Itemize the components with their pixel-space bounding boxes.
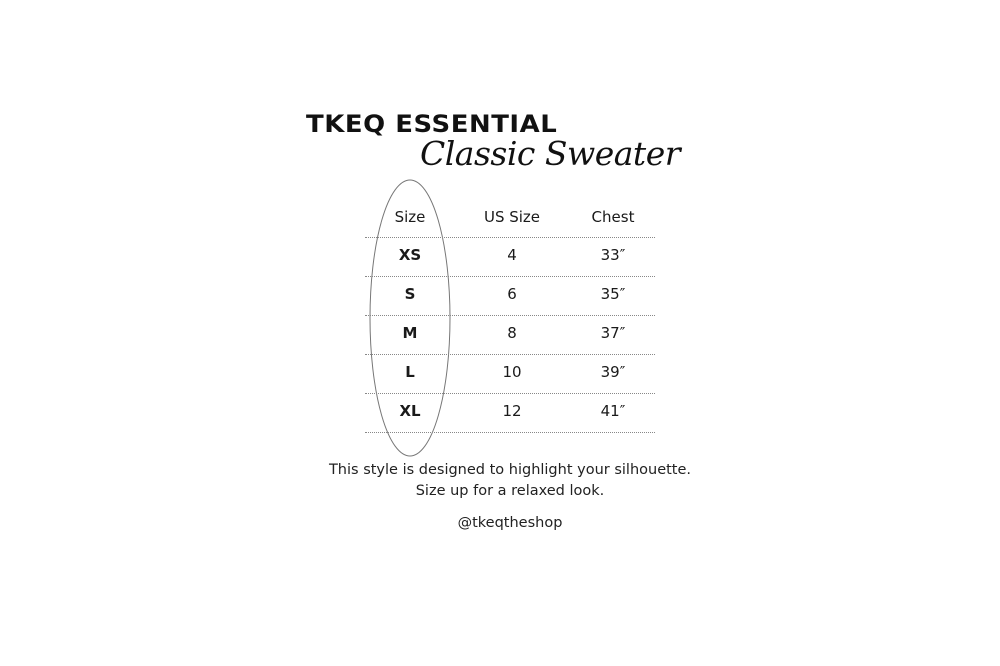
row-divider [365, 276, 655, 277]
row-divider [365, 354, 655, 355]
fit-advice: Size up for a relaxed look. [415, 483, 605, 499]
brand-title: TKEQ ESSENTIAL [306, 110, 558, 138]
table-cell: L [405, 363, 415, 381]
table-cell: XL [399, 402, 421, 420]
table-cell: XS [398, 246, 422, 264]
row-divider [365, 432, 655, 433]
column-header: Chest [591, 208, 635, 226]
column-header: Size [394, 208, 426, 226]
fit-note: This style is designed to highlight your… [328, 462, 692, 478]
table-cell: 12 [502, 402, 522, 420]
table-cell: 10 [502, 363, 522, 381]
shop-handle: @tkeqtheshop [457, 515, 563, 531]
product-title: Classic Sweater [420, 134, 681, 173]
table-cell: 8 [507, 324, 517, 342]
row-divider [365, 393, 655, 394]
table-cell: 35″ [600, 285, 626, 303]
row-divider [365, 237, 655, 238]
table-cell: 33″ [600, 246, 626, 264]
table-cell: S [404, 285, 416, 303]
table-cell: 41″ [600, 402, 626, 420]
table-cell: 4 [507, 246, 517, 264]
table-cell: 37″ [600, 324, 626, 342]
table-cell: 39″ [600, 363, 626, 381]
column-header: US Size [483, 208, 541, 226]
table-cell: M [402, 324, 418, 342]
table-cell: 6 [507, 285, 517, 303]
row-divider [365, 315, 655, 316]
